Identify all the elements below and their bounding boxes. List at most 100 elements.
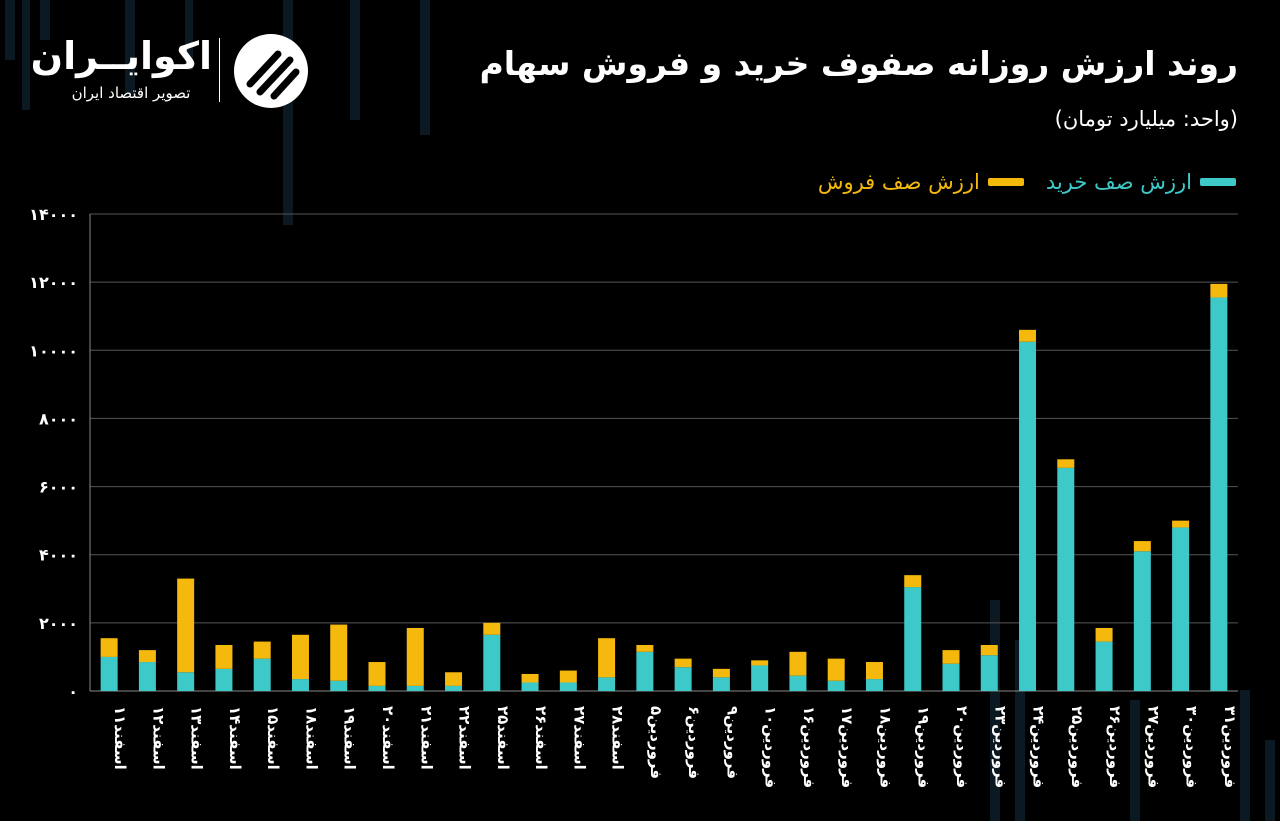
bar-buy xyxy=(1095,641,1113,691)
bar-buy xyxy=(980,655,998,691)
x-tick-label: اسفند۱۳ xyxy=(188,706,206,770)
bar-buy xyxy=(1210,297,1228,691)
bar-buy xyxy=(330,680,348,691)
x-tick-label: اسفند۱۸ xyxy=(302,706,320,770)
x-tick-label: فروردین۲۷ xyxy=(1144,706,1162,788)
x-tick-label: اسفند۱۵ xyxy=(264,706,282,770)
y-tick-label: ۱۰۰۰۰ xyxy=(29,341,78,360)
bar-buy xyxy=(865,679,883,691)
bar-buy xyxy=(100,656,118,691)
x-tick-label: فروردین۱۹ xyxy=(915,706,933,788)
bar-buy xyxy=(1133,551,1151,691)
bar-sell xyxy=(1095,627,1113,642)
bar-sell xyxy=(1057,459,1075,468)
y-tick-label: ۰ xyxy=(68,682,78,701)
bar-sell xyxy=(1019,329,1037,342)
bar-sell xyxy=(712,668,730,678)
bar-sell xyxy=(980,645,998,656)
bar-buy xyxy=(827,680,845,691)
chart-subtitle: (واحد: میلیارد تومان) xyxy=(1054,107,1238,131)
y-tick-label: ۲۰۰۰ xyxy=(39,614,78,633)
legend-item-buy: ارزش صف خرید xyxy=(1046,170,1236,194)
bar-buy xyxy=(483,634,501,691)
logo-divider xyxy=(219,38,220,102)
y-tick-label: ۶۰۰۰ xyxy=(39,478,78,497)
bar-sell xyxy=(827,658,845,681)
x-tick-label: اسفند۲۷ xyxy=(570,706,588,770)
x-tick-label: فروردین۲۶ xyxy=(1106,706,1124,788)
bar-sell xyxy=(1133,541,1151,552)
x-tick-label: اسفند۱۱ xyxy=(111,706,129,770)
bar-sell xyxy=(177,578,195,673)
legend-label-sell: ارزش صف فروش xyxy=(817,170,980,194)
bar-sell xyxy=(942,650,960,664)
bar-sell xyxy=(674,658,692,668)
bar-sell xyxy=(598,638,616,678)
bar-buy xyxy=(636,651,654,691)
bar-sell xyxy=(253,641,271,659)
x-tick-label: فروردین۳۰ xyxy=(1183,706,1201,788)
bar-buy xyxy=(177,672,195,691)
bar-sell xyxy=(559,670,577,683)
x-tick-label: فروردین۱۶ xyxy=(800,706,818,788)
bar-sell xyxy=(483,622,501,635)
bar-sell xyxy=(330,624,348,681)
chart-legend: ارزش صف خرید ارزش صف فروش xyxy=(818,170,1236,194)
bar-sell xyxy=(751,660,769,666)
x-tick-label: اسفند۲۱ xyxy=(417,706,435,770)
bar-buy xyxy=(445,685,463,691)
bar-sell xyxy=(138,650,156,663)
bar-buy xyxy=(1172,527,1190,691)
x-tick-label: فروردین۲۳ xyxy=(991,706,1009,788)
x-tick-label: اسفند۲۲ xyxy=(456,706,474,770)
x-tick-label: فروردین۹ xyxy=(723,706,741,779)
bar-sell xyxy=(1172,520,1190,528)
bar-buy xyxy=(138,662,156,691)
bar-buy xyxy=(406,685,424,691)
x-tick-label: اسفند۲۸ xyxy=(609,706,627,770)
x-tick-label: فروردین۳۱ xyxy=(1221,706,1239,788)
bar-buy xyxy=(1019,341,1037,691)
bar-buy xyxy=(1057,467,1075,691)
bar-buy xyxy=(368,685,386,691)
bar-sell xyxy=(445,672,463,686)
bar-buy xyxy=(291,679,309,691)
x-tick-label: فروردین۲۴ xyxy=(1030,706,1048,788)
legend-label-buy: ارزش صف خرید xyxy=(1045,170,1192,194)
bar-sell xyxy=(100,638,118,657)
bar-buy xyxy=(789,675,807,691)
bar-sell xyxy=(215,645,233,669)
bar-buy xyxy=(712,677,730,691)
x-tick-label: اسفند۲۵ xyxy=(494,706,512,770)
x-tick-label: فروردین۱۷ xyxy=(838,706,856,788)
logo-name: اکوایــران xyxy=(30,34,212,78)
x-tick-label: فروردین۲۰ xyxy=(953,706,971,788)
x-tick-label: اسفند۲۶ xyxy=(532,706,550,770)
y-tick-label: ۱۴۰۰۰ xyxy=(29,205,78,224)
bar-buy xyxy=(559,682,577,691)
bar-sell xyxy=(291,634,309,680)
x-tick-label: فروردین۵ xyxy=(647,706,665,779)
x-tick-label: اسفند۱۴ xyxy=(226,706,244,770)
bar-buy xyxy=(751,665,769,691)
x-tick-label: فروردین۲۵ xyxy=(1068,706,1086,788)
bar-buy xyxy=(904,587,922,691)
logo-mark-icon xyxy=(234,34,308,108)
x-tick-label: فروردین۱۸ xyxy=(876,706,894,788)
legend-swatch-buy xyxy=(1200,178,1236,186)
chart-title: روند ارزش روزانه صفوف خرید و فروش سهام xyxy=(479,44,1238,83)
brand-logo: اکوایــران تصویر اقتصاد ایران xyxy=(30,32,310,112)
x-tick-label: اسفند۲۰ xyxy=(379,706,397,770)
bar-sell xyxy=(636,645,654,652)
x-tick-label: اسفند۱۹ xyxy=(341,706,359,770)
bar-sell xyxy=(521,673,539,683)
x-tick-label: فروردین۱۰ xyxy=(762,706,780,788)
y-tick-label: ۸۰۰۰ xyxy=(39,409,78,428)
bar-buy xyxy=(598,677,616,691)
bar-sell xyxy=(406,627,424,686)
bar-buy xyxy=(215,668,233,691)
y-tick-label: ۴۰۰۰ xyxy=(39,546,78,565)
x-tick-label: اسفند۱۲ xyxy=(149,706,167,770)
